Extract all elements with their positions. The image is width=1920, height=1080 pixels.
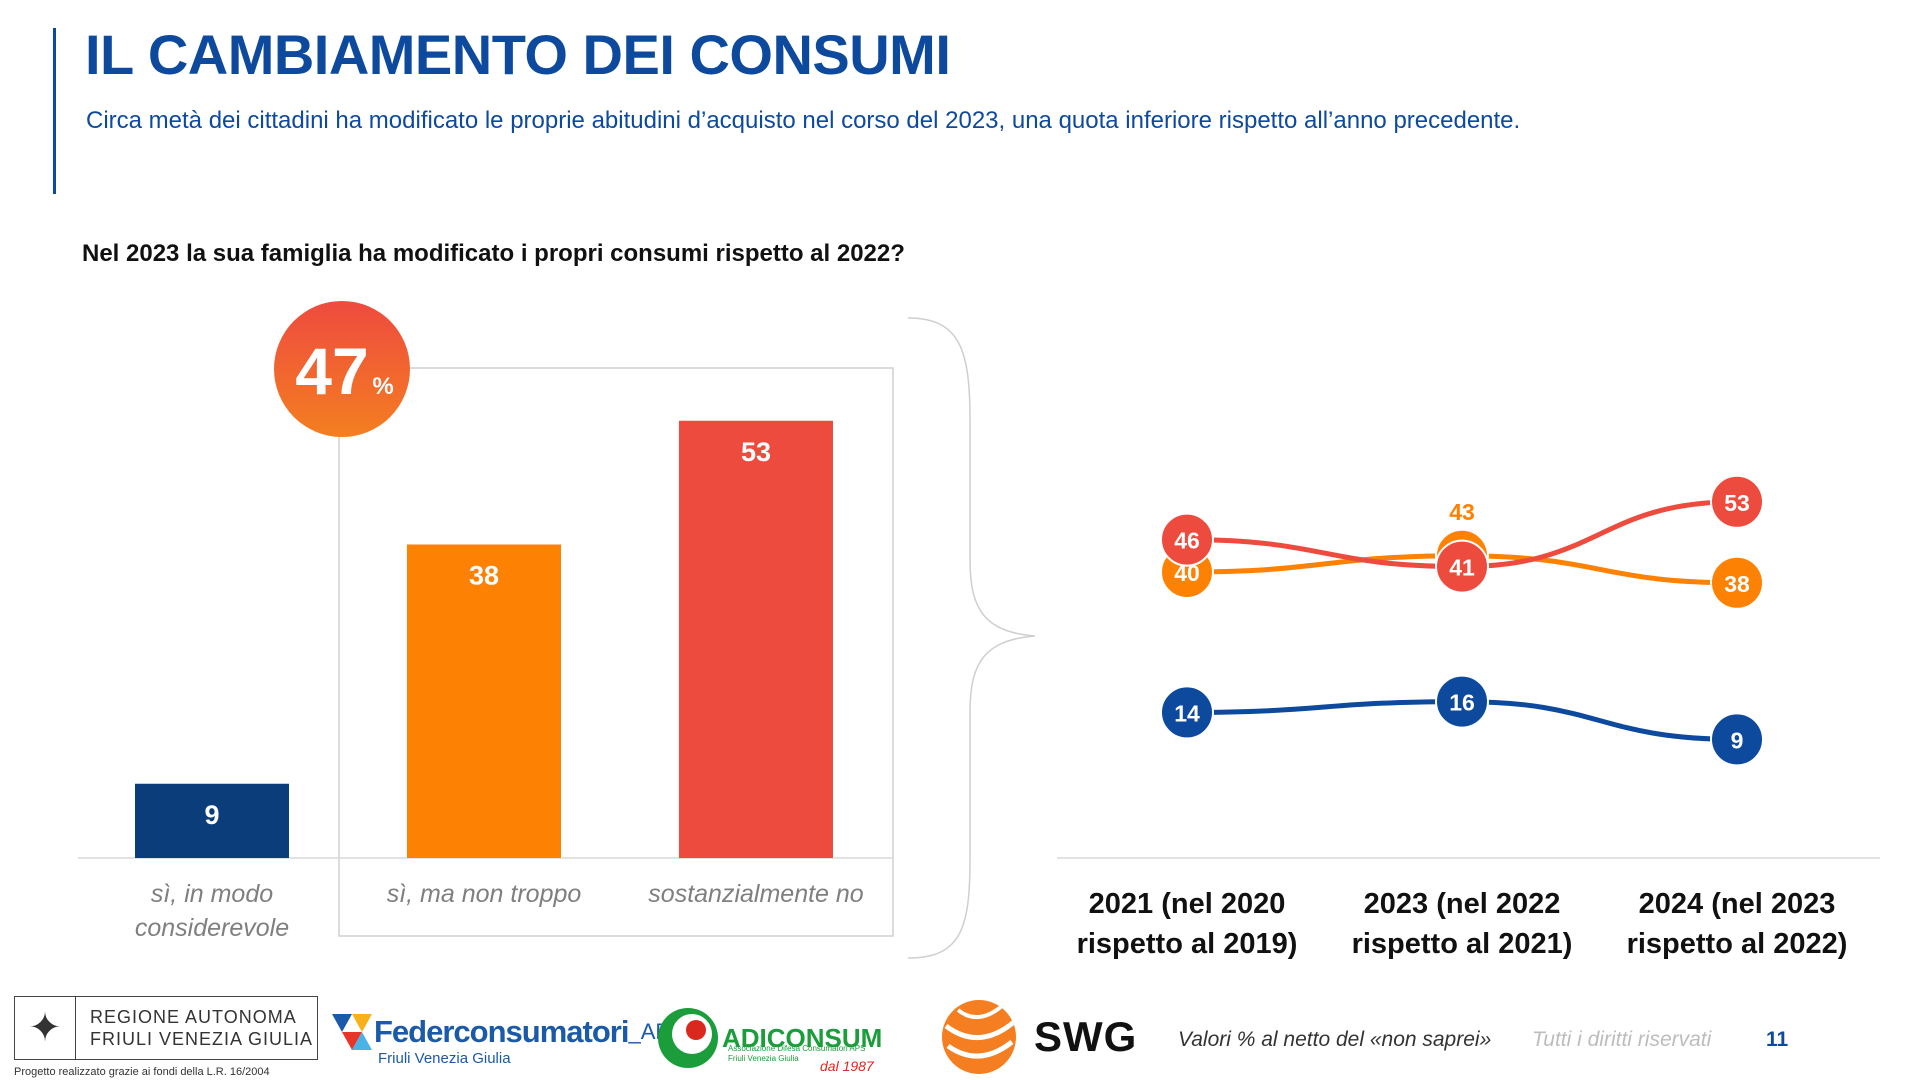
- series-point: [1710, 712, 1764, 767]
- bar-2: [407, 544, 561, 858]
- page-title: IL CAMBIAMENTO DEI CONSUMI: [85, 23, 951, 86]
- series-point-label: 9: [1731, 727, 1744, 753]
- adiconsum-mark-icon: [658, 1008, 718, 1068]
- adiconsum-sub: Associazione Difesa Consumatori APS Friu…: [728, 1044, 865, 1064]
- federconsumatori-logo: Federconsumatori _APS Friuli Venezia Giul…: [330, 1010, 685, 1067]
- adiconsum-since: dal 1987: [820, 1058, 874, 1074]
- adiconsum-name: ADICONSUM: [722, 1022, 883, 1053]
- federconsumatori-sub: Friuli Venezia Giulia: [378, 1050, 511, 1067]
- line-x-label: rispetto al 2019): [1077, 928, 1298, 960]
- swg-logo: SWG: [938, 996, 1137, 1078]
- adiconsum-logo: ADICONSUM Associazione Difesa Consumator…: [654, 1004, 883, 1074]
- highlight-value: 47: [295, 334, 368, 408]
- highlight-circle: [274, 301, 410, 437]
- series-point: [1435, 539, 1489, 594]
- bar-category-label: sostanzialmente no: [648, 880, 864, 908]
- swg-name: SWG: [1034, 1013, 1138, 1060]
- title-accent-bar: [53, 28, 56, 194]
- curly-brace: [907, 317, 1036, 959]
- series-point-label: 43: [1449, 499, 1475, 525]
- series-point-label: 38: [1724, 571, 1750, 597]
- series-point-label: 41: [1449, 555, 1475, 581]
- bar-chart: 9 sì, in modo considerevole 38 sì, ma non tr…: [78, 301, 1036, 959]
- line-x-label: 2024 (nel 2023: [1639, 888, 1836, 920]
- line-x-label: 2023 (nel 2022: [1364, 888, 1561, 920]
- adiconsum-sub1: Associazione Difesa Consumatori APS: [728, 1044, 866, 1053]
- bar-category-label: sì, in modo: [151, 880, 273, 908]
- eagle-icon: ✦: [15, 997, 76, 1059]
- rights-notice: Tutti i diritti riservati: [1532, 1028, 1712, 1051]
- highlight-box: [338, 367, 894, 937]
- federconsumatori-mark-icon: [332, 1014, 372, 1050]
- swg-globe-icon: [942, 1000, 1016, 1074]
- highlight-unit: %: [372, 373, 393, 400]
- highlight-badge: 47%: [274, 301, 410, 437]
- series-point: [1710, 474, 1764, 529]
- bar-value-label: 9: [204, 800, 219, 830]
- bar-1: [135, 783, 289, 858]
- bar-category-label: considerevole: [135, 914, 289, 942]
- regione-line1: REGIONE AUTONOMA: [90, 1007, 297, 1027]
- line-x-label: rispetto al 2022): [1627, 928, 1848, 960]
- bar-3: [679, 420, 833, 858]
- series-point: [1160, 685, 1214, 740]
- series-point: [1710, 555, 1764, 610]
- page-number: 11: [1766, 1028, 1789, 1051]
- series-point: [1160, 512, 1214, 567]
- bar-category-label: sì, ma non troppo: [387, 880, 582, 908]
- footer-note: Valori % al netto del «non saprei»: [1178, 1028, 1492, 1051]
- series-point-label: 14: [1174, 700, 1200, 726]
- page-subtitle: Circa metà dei cittadini ha modificato l…: [86, 107, 1521, 134]
- series-point-label: 46: [1174, 528, 1200, 554]
- series-point: [1435, 674, 1489, 729]
- federconsumatori-name: Federconsumatori: [374, 1014, 629, 1049]
- line-x-label: rispetto al 2021): [1352, 928, 1573, 960]
- regione-line2: FRIULI VENEZIA GIULIA: [90, 1029, 314, 1049]
- line-x-label: 2021 (nel 2020: [1089, 888, 1286, 920]
- adiconsum-sub2: Friuli Venezia Giulia: [728, 1054, 799, 1063]
- series-point-label: 53: [1724, 490, 1750, 516]
- bar-value-label: 53: [741, 437, 771, 467]
- series-point-label: 16: [1449, 690, 1475, 716]
- funding-credit: Progetto realizzato grazie ai fondi dell…: [14, 1066, 270, 1078]
- regione-fvg-logo: ✦ REGIONE AUTONOMA FRIULI VENEZIA GIULIA: [14, 996, 318, 1060]
- survey-question: Nel 2023 la sua famiglia ha modificato i…: [82, 240, 905, 267]
- bar-value-label: 38: [469, 561, 499, 591]
